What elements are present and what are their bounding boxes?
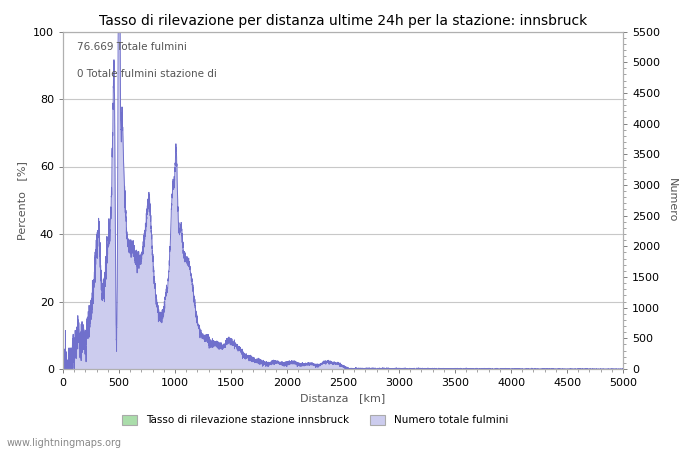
X-axis label: Distanza   [km]: Distanza [km] <box>300 394 386 404</box>
Y-axis label: Numero: Numero <box>667 178 677 222</box>
Y-axis label: Percento   [%]: Percento [%] <box>18 161 27 240</box>
Text: 0 Totale fulmini stazione di: 0 Totale fulmini stazione di <box>77 68 217 79</box>
Text: www.lightningmaps.org: www.lightningmaps.org <box>7 438 122 448</box>
Text: 76.669 Totale fulmini: 76.669 Totale fulmini <box>77 42 187 52</box>
Title: Tasso di rilevazione per distanza ultime 24h per la stazione: innsbruck: Tasso di rilevazione per distanza ultime… <box>99 14 587 27</box>
Legend: Tasso di rilevazione stazione innsbruck, Numero totale fulmini: Tasso di rilevazione stazione innsbruck,… <box>118 411 512 430</box>
